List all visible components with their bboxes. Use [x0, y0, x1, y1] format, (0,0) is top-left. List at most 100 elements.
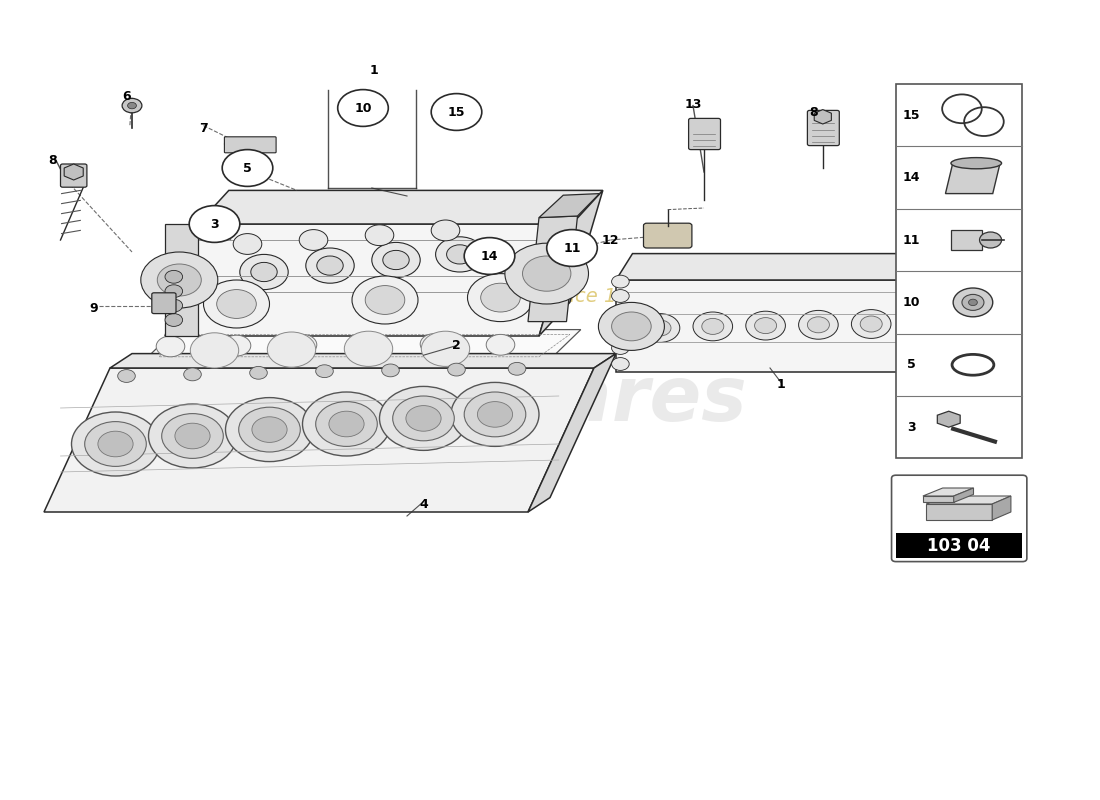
Circle shape [222, 150, 273, 186]
Circle shape [851, 310, 891, 338]
Circle shape [344, 331, 393, 366]
FancyBboxPatch shape [152, 293, 176, 314]
Text: 4: 4 [419, 498, 428, 510]
Circle shape [447, 245, 473, 264]
Circle shape [547, 230, 597, 266]
Circle shape [913, 315, 935, 331]
FancyBboxPatch shape [891, 475, 1026, 562]
Text: 14: 14 [903, 171, 920, 184]
Circle shape [72, 412, 160, 476]
Text: 14: 14 [481, 250, 498, 262]
Text: 15: 15 [903, 109, 920, 122]
Circle shape [222, 335, 251, 356]
Circle shape [612, 342, 629, 354]
Circle shape [365, 225, 394, 246]
Text: 11: 11 [903, 234, 920, 246]
Bar [895, 84, 1023, 458]
Circle shape [288, 334, 317, 355]
Circle shape [505, 243, 588, 304]
Circle shape [383, 250, 409, 270]
Polygon shape [64, 164, 84, 180]
Circle shape [118, 370, 135, 382]
Circle shape [316, 402, 377, 446]
Text: 12: 12 [602, 234, 619, 246]
Circle shape [165, 314, 183, 326]
Polygon shape [937, 411, 960, 427]
Circle shape [226, 398, 314, 462]
Circle shape [486, 334, 515, 355]
Text: 103 04: 103 04 [927, 537, 991, 554]
Circle shape [317, 256, 343, 275]
Circle shape [257, 139, 271, 149]
Circle shape [755, 318, 777, 334]
Circle shape [122, 98, 142, 113]
Circle shape [156, 336, 185, 357]
Circle shape [969, 299, 978, 306]
Circle shape [204, 280, 270, 328]
Circle shape [860, 316, 882, 332]
Circle shape [420, 334, 449, 354]
Circle shape [372, 242, 420, 278]
Circle shape [148, 404, 236, 468]
Text: 1: 1 [370, 64, 378, 77]
Polygon shape [165, 224, 198, 336]
Circle shape [189, 206, 240, 242]
Circle shape [464, 238, 515, 274]
Circle shape [165, 285, 183, 298]
Circle shape [980, 232, 1002, 248]
Circle shape [157, 264, 201, 296]
Polygon shape [44, 368, 594, 512]
Polygon shape [539, 190, 603, 336]
Circle shape [365, 286, 405, 314]
Circle shape [522, 256, 571, 291]
Circle shape [693, 312, 733, 341]
Polygon shape [165, 224, 572, 336]
Polygon shape [923, 488, 974, 496]
Circle shape [468, 274, 534, 322]
Circle shape [944, 306, 961, 318]
Circle shape [382, 364, 399, 377]
Text: 8: 8 [810, 106, 818, 118]
Text: 1: 1 [777, 378, 785, 390]
Circle shape [746, 311, 785, 340]
Polygon shape [143, 330, 581, 362]
Polygon shape [528, 354, 616, 512]
Circle shape [250, 366, 267, 379]
Circle shape [944, 290, 961, 302]
Circle shape [477, 402, 513, 427]
Polygon shape [946, 162, 1001, 194]
Polygon shape [616, 280, 957, 372]
Circle shape [98, 431, 133, 457]
Bar [895, 533, 1023, 558]
Text: 9: 9 [89, 302, 98, 314]
Circle shape [612, 290, 629, 302]
Circle shape [85, 422, 146, 466]
Circle shape [944, 275, 961, 288]
Circle shape [953, 288, 992, 317]
Circle shape [926, 315, 961, 341]
Polygon shape [198, 190, 603, 224]
Circle shape [354, 334, 383, 354]
Circle shape [302, 392, 390, 456]
Text: a passion for parts since 1985: a passion for parts since 1985 [359, 286, 653, 306]
Circle shape [170, 248, 192, 264]
Circle shape [702, 318, 724, 334]
Circle shape [799, 310, 838, 339]
Circle shape [421, 331, 470, 366]
Text: 3: 3 [210, 218, 219, 230]
Circle shape [541, 268, 563, 284]
Text: 6: 6 [122, 90, 131, 102]
Circle shape [170, 272, 192, 288]
Text: eurospares: eurospares [265, 363, 747, 437]
Circle shape [184, 368, 201, 381]
Polygon shape [110, 354, 616, 368]
FancyBboxPatch shape [60, 164, 87, 187]
Circle shape [612, 275, 629, 288]
FancyBboxPatch shape [689, 118, 720, 150]
Circle shape [406, 406, 441, 431]
Text: 15: 15 [448, 106, 465, 118]
Circle shape [913, 306, 975, 350]
Circle shape [316, 365, 333, 378]
Circle shape [329, 411, 364, 437]
Circle shape [961, 294, 984, 310]
